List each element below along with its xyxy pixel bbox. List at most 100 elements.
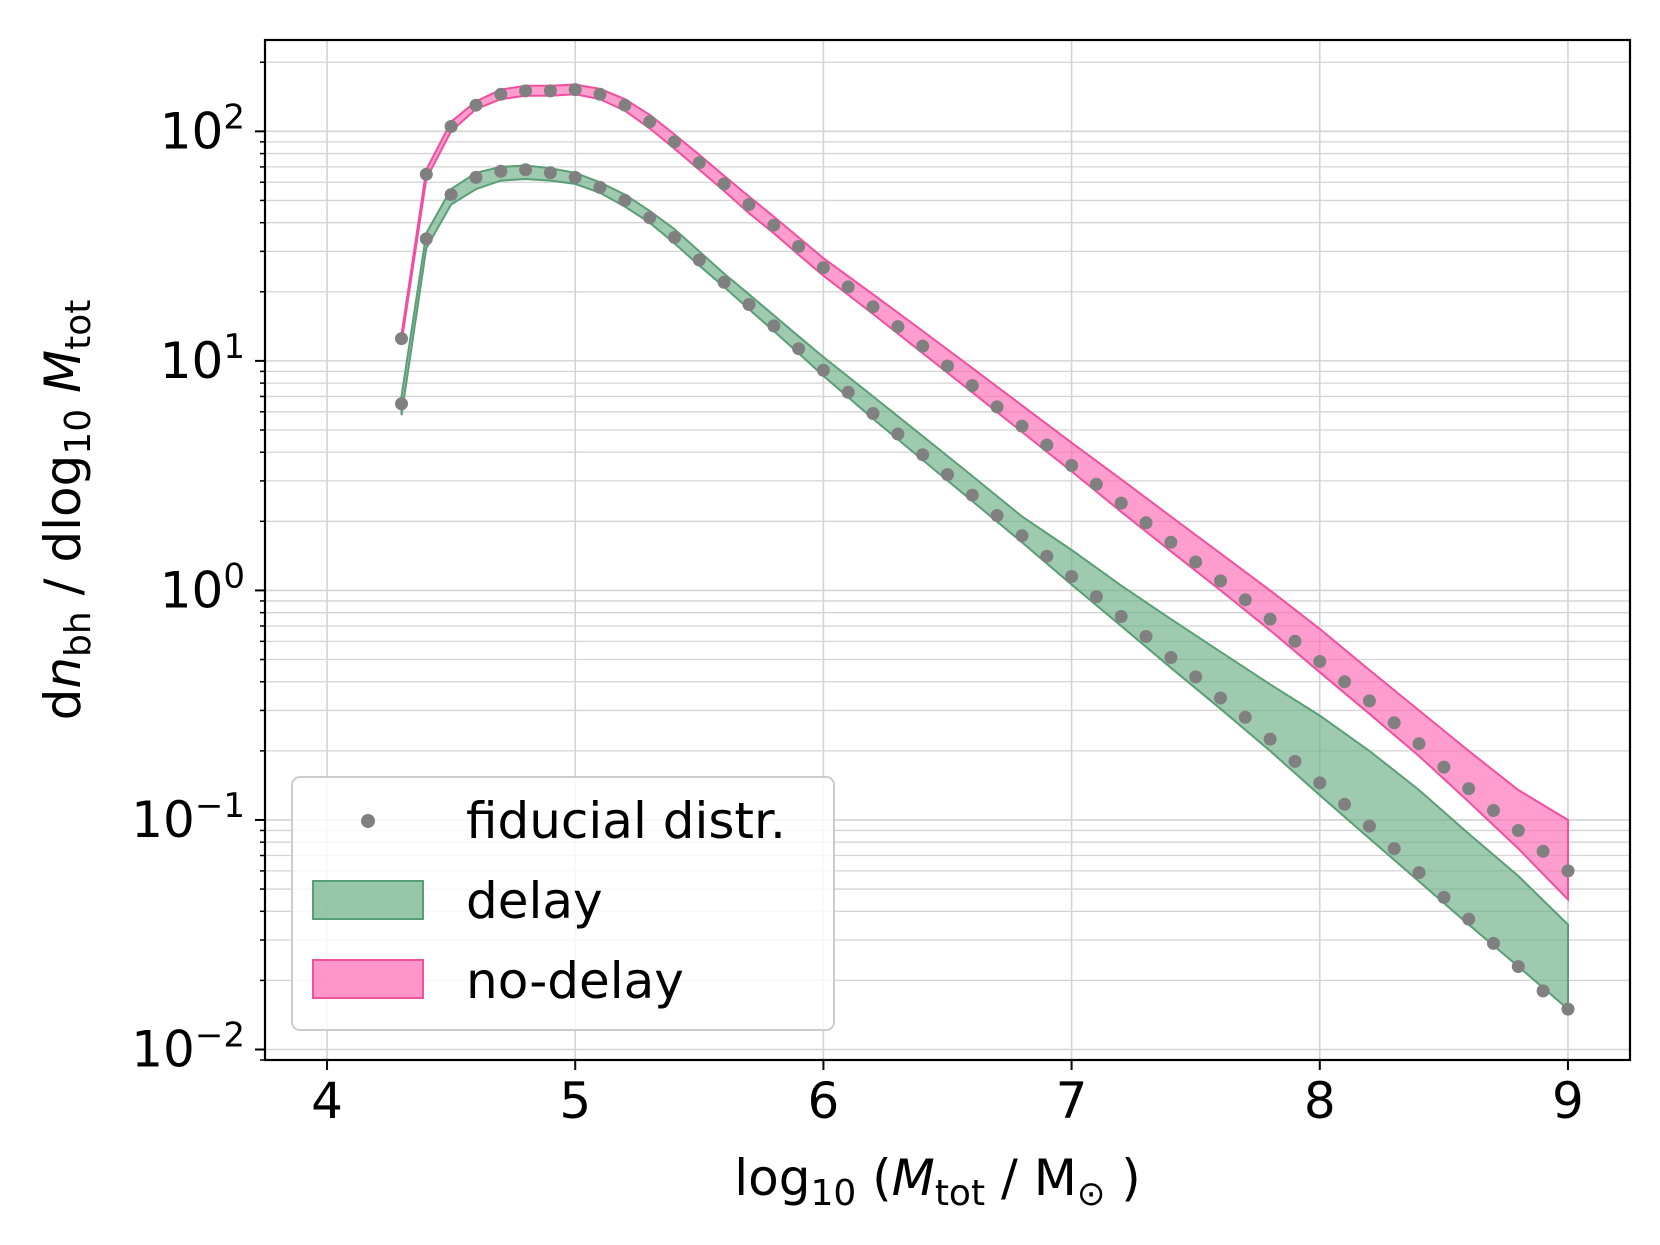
legend-marker-fiducial <box>361 814 375 828</box>
fiducial-point <box>1313 655 1327 668</box>
fiducial-point <box>1214 691 1227 705</box>
x-tick-label: 7 <box>1056 1072 1088 1130</box>
fiducial-point <box>866 300 880 314</box>
fiducial-point <box>767 218 781 232</box>
fiducial-point <box>419 167 433 181</box>
fiducial-point <box>1561 1002 1575 1016</box>
y-tick-base: 10 <box>160 102 224 160</box>
fiducial-point <box>1164 651 1178 664</box>
fiducial-point <box>1362 819 1376 833</box>
fiducial-point <box>395 397 408 411</box>
fiducial-point <box>1462 912 1476 926</box>
x-label-log: log <box>734 1149 810 1207</box>
fiducial-point <box>1338 675 1352 689</box>
fiducial-point <box>395 332 408 346</box>
fiducial-point <box>1089 477 1103 491</box>
fiducial-point <box>816 261 830 275</box>
fiducial-point <box>891 427 905 441</box>
x-label-open: ( <box>856 1149 891 1207</box>
fiducial-point <box>1089 590 1103 604</box>
fiducial-point <box>792 240 806 253</box>
x-tick-label: 6 <box>808 1072 840 1130</box>
fiducial-point <box>1536 984 1550 998</box>
fiducial-point <box>1065 570 1079 583</box>
fiducial-point <box>965 488 979 502</box>
fiducial-point <box>1511 824 1525 837</box>
fiducial-point <box>1288 754 1302 768</box>
x-tick-label: 8 <box>1304 1072 1336 1130</box>
fiducial-point <box>668 230 681 244</box>
fiducial-point <box>1040 549 1054 563</box>
y-axis-label: dnbh / dlog10 Mtot <box>34 300 99 721</box>
fiducial-point <box>1139 516 1153 530</box>
fiducial-point <box>1387 842 1401 856</box>
fiducial-point <box>990 400 1004 414</box>
legend-label-fiducial: fiducial distr. <box>466 792 786 850</box>
fiducial-point <box>643 211 657 225</box>
fiducial-point <box>692 156 706 170</box>
fiducial-point <box>444 120 458 133</box>
fiducial-point <box>1015 529 1029 543</box>
fiducial-point <box>643 115 657 129</box>
fiducial-point <box>1015 419 1029 433</box>
fiducial-point <box>1437 760 1451 774</box>
legend-box <box>291 776 835 1031</box>
x-label-sun: ⊙ <box>1077 1174 1106 1214</box>
y-label-mid: / dlog <box>34 455 92 612</box>
axes-frame <box>263 38 1632 1062</box>
y-label-var-sub: bh <box>58 611 99 657</box>
x-label-close: ) <box>1105 1149 1140 1207</box>
x-label-var: M <box>892 1149 935 1207</box>
y-tick-exponent: −2 <box>195 1015 245 1055</box>
y-tick-label: 102 <box>160 97 245 160</box>
fiducial-point <box>841 280 855 294</box>
fiducial-point <box>692 253 706 267</box>
y-tick-exponent: −1 <box>195 786 245 826</box>
fiducial-point <box>519 84 533 98</box>
fiducial-point <box>1462 782 1476 796</box>
fiducial-point <box>1412 737 1426 751</box>
x-tick-label: 4 <box>311 1072 343 1130</box>
fiducial-point <box>1313 776 1327 790</box>
fiducial-point <box>1536 844 1550 858</box>
fiducial-point <box>1487 936 1500 950</box>
legend-label-delay: delay <box>466 872 603 930</box>
y-tick-base: 10 <box>131 1020 195 1078</box>
fiducial-point <box>1338 797 1352 811</box>
y-tick-label: 101 <box>160 327 245 390</box>
fiducial-point <box>1437 890 1451 904</box>
y-tick-exponent: 2 <box>223 97 245 137</box>
fiducial-point <box>1387 716 1401 730</box>
legend: fiducial distr. delay no-delay <box>291 776 835 1031</box>
fiducial-point <box>1288 634 1302 648</box>
fiducial-point <box>593 180 607 194</box>
fiducial-point <box>1114 610 1128 623</box>
legend-swatch-delay <box>312 880 424 920</box>
fiducial-point <box>1189 555 1203 569</box>
x-label-var-sub: tot <box>935 1173 985 1214</box>
fiducial-point <box>717 177 731 191</box>
fiducial-point <box>990 509 1004 522</box>
fiducial-point <box>916 448 930 462</box>
y-tick-exponent: 0 <box>223 556 245 596</box>
x-label-log-sub: 10 <box>810 1173 856 1214</box>
fiducial-point <box>1214 574 1227 588</box>
fiducial-point <box>593 87 607 101</box>
fiducial-point <box>618 193 632 207</box>
fiducial-point <box>469 170 483 184</box>
fiducial-point <box>965 379 979 393</box>
legend-label-no-delay: no-delay <box>466 952 684 1010</box>
fiducial-point <box>568 83 582 97</box>
fiducial-point <box>668 135 681 149</box>
fiducial-point <box>1487 804 1500 817</box>
y-label-d: d <box>34 689 92 721</box>
fiducial-point <box>444 188 458 202</box>
x-tick-label: 5 <box>559 1072 591 1130</box>
y-tick-label: 10−2 <box>131 1015 245 1078</box>
fiducial-point <box>543 166 557 180</box>
y-tick-label: 100 <box>160 556 245 619</box>
fiducial-point <box>519 163 533 177</box>
y-label-var2: M <box>34 350 92 409</box>
y-label-var: n <box>34 657 92 689</box>
fiducial-point <box>941 359 954 373</box>
